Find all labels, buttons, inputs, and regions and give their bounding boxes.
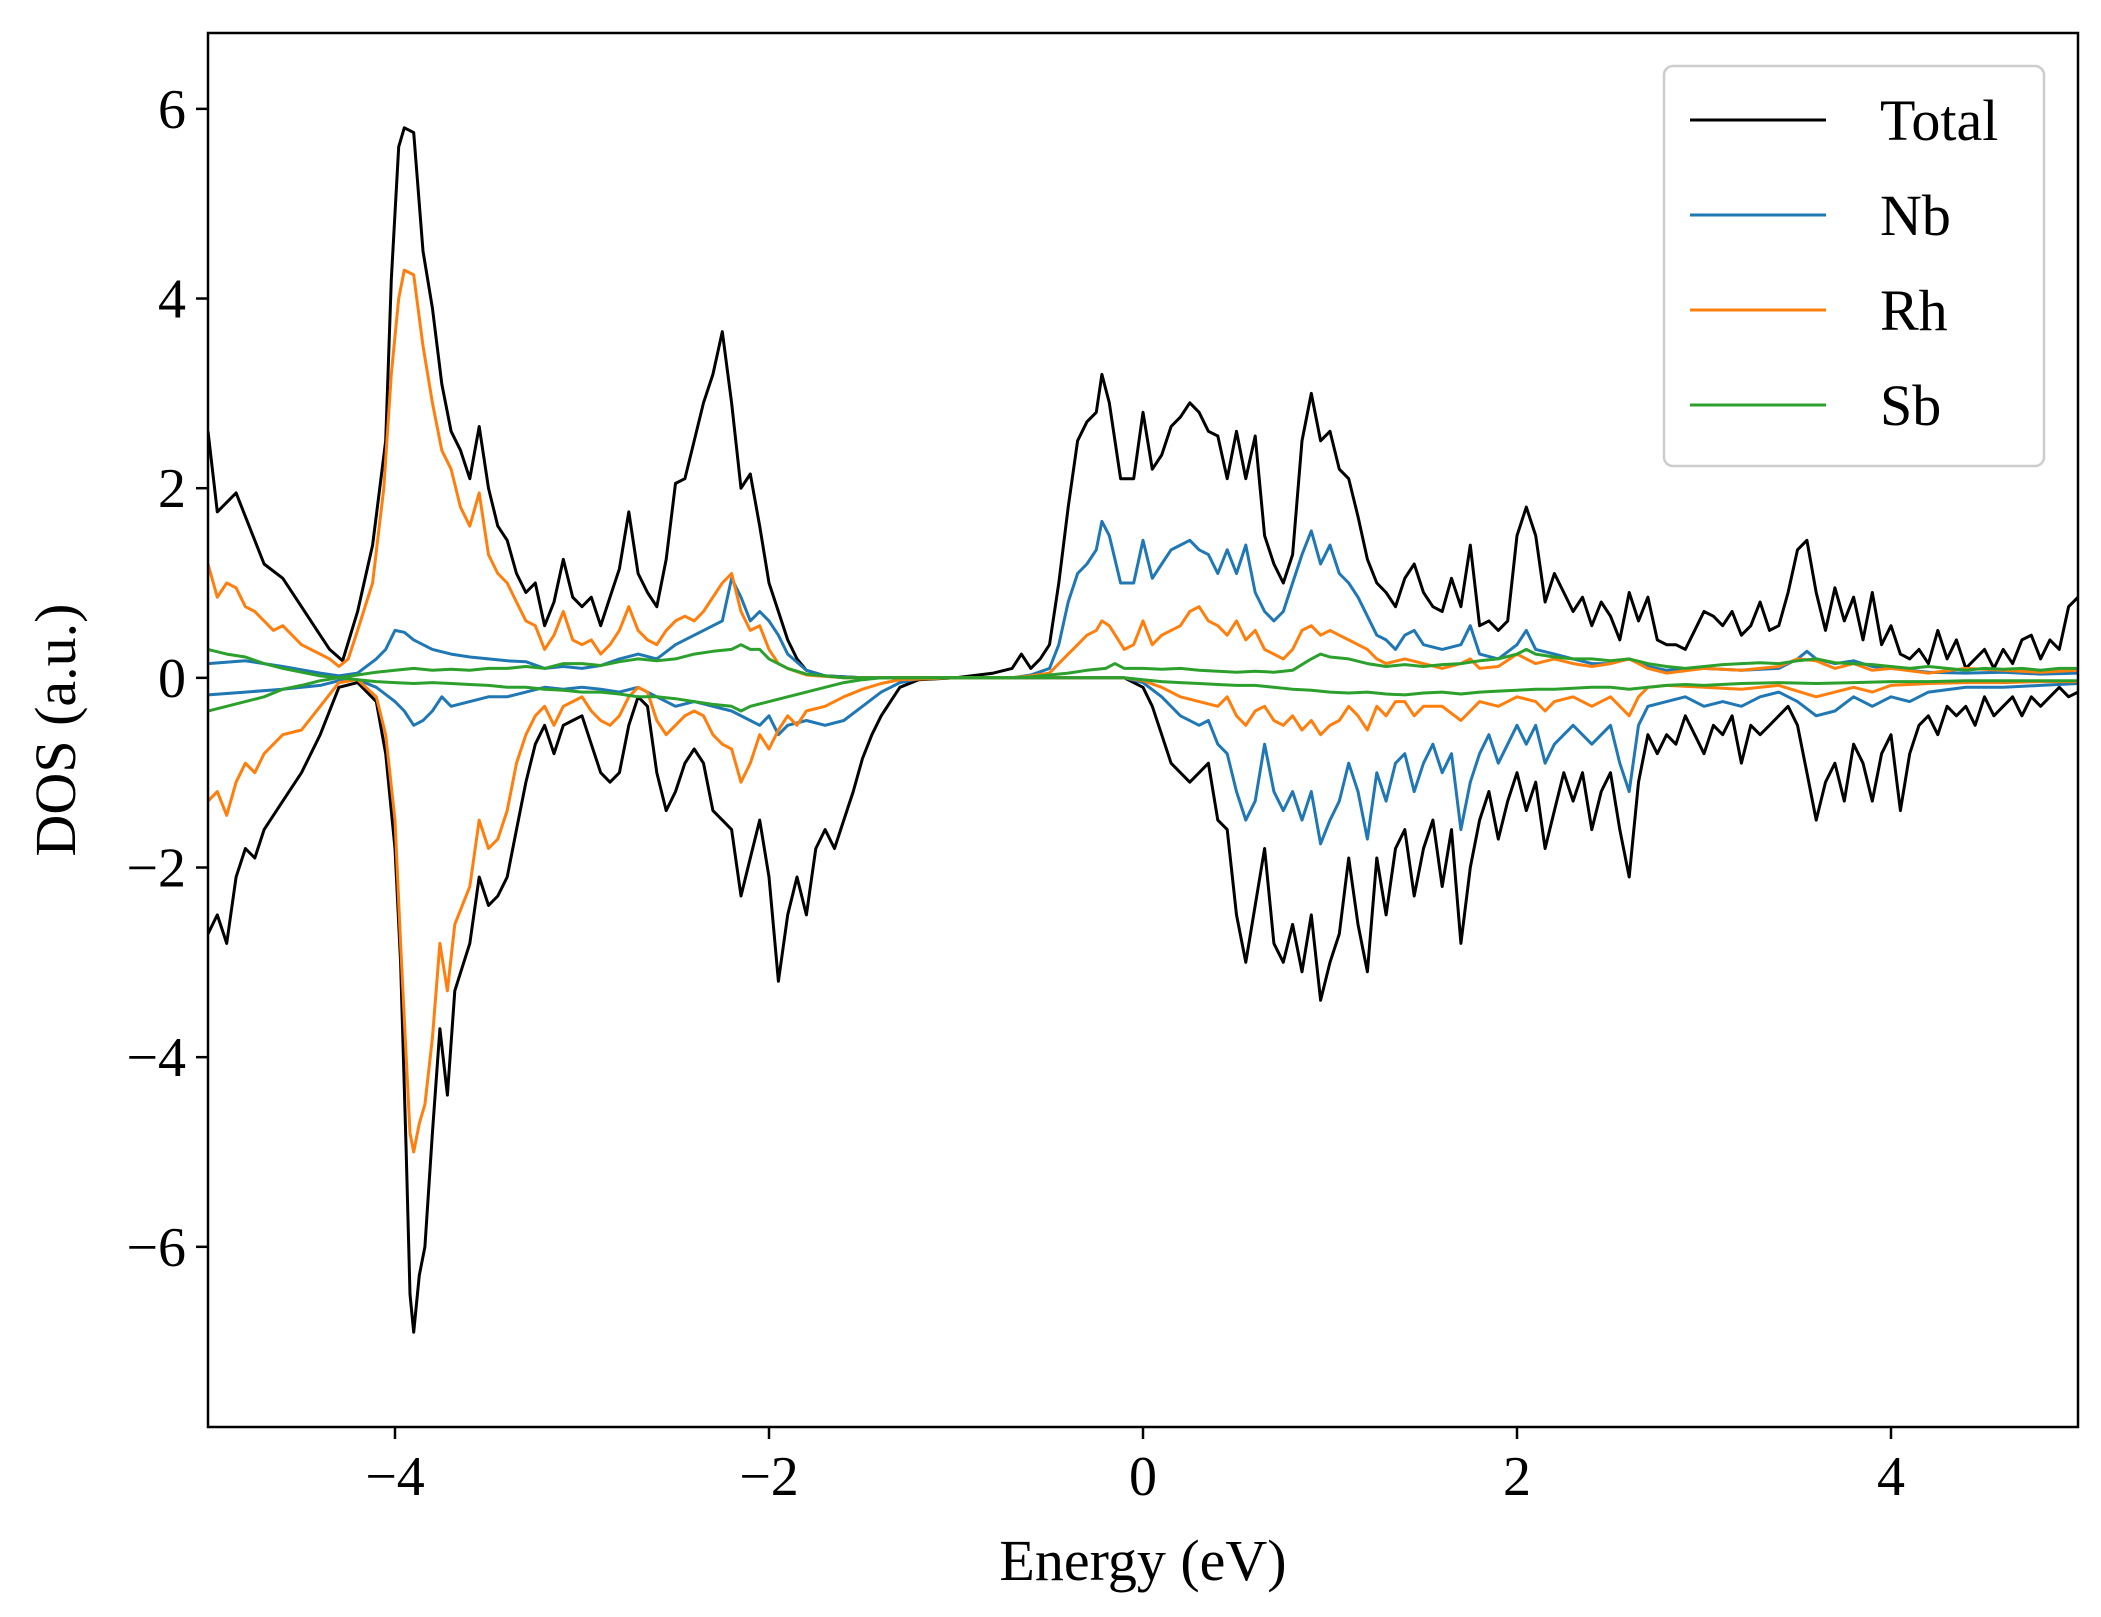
series-line-nb-down [208, 676, 2078, 846]
legend-box [1662, 64, 2046, 468]
y-tick-label: 4 [158, 269, 186, 331]
y-tick-label: −4 [126, 1027, 186, 1089]
y-tick-label: −6 [126, 1217, 186, 1279]
legend-label-nb: Nb [1880, 183, 1951, 248]
y-tick-label: −2 [126, 838, 186, 900]
x-axis-label: Energy (eV) [999, 1528, 1286, 1593]
y-axis-label: DOS (a.u.) [23, 604, 88, 857]
legend: Total Nb Rh Sb [1662, 64, 2046, 468]
legend-label-rh: Rh [1880, 278, 1948, 343]
series-line-sb-up [208, 643, 2078, 680]
x-tick-label: 2 [1503, 1446, 1531, 1508]
x-tick-label: −4 [365, 1446, 425, 1508]
x-tick-label: 0 [1129, 1446, 1157, 1508]
series-line-sb-down [208, 676, 2078, 713]
x-tick-label: −2 [739, 1446, 799, 1508]
series-line-total-down [208, 676, 2078, 1334]
series-line-rh-down [208, 676, 2078, 1154]
x-tick-label: 4 [1877, 1446, 1905, 1508]
y-tick-label: 0 [158, 648, 186, 710]
series-line-rh-up [208, 268, 2078, 680]
y-tick-label: 6 [158, 79, 186, 141]
axis-ticks: −4 −2 0 2 4 −6 −4 −2 0 2 4 6 [126, 79, 1905, 1508]
legend-label-total: Total [1880, 88, 1998, 153]
y-tick-label: 2 [158, 458, 186, 520]
legend-label-sb: Sb [1880, 373, 1941, 438]
series-lines [208, 126, 2078, 1334]
series-line-total-up [208, 126, 2078, 680]
